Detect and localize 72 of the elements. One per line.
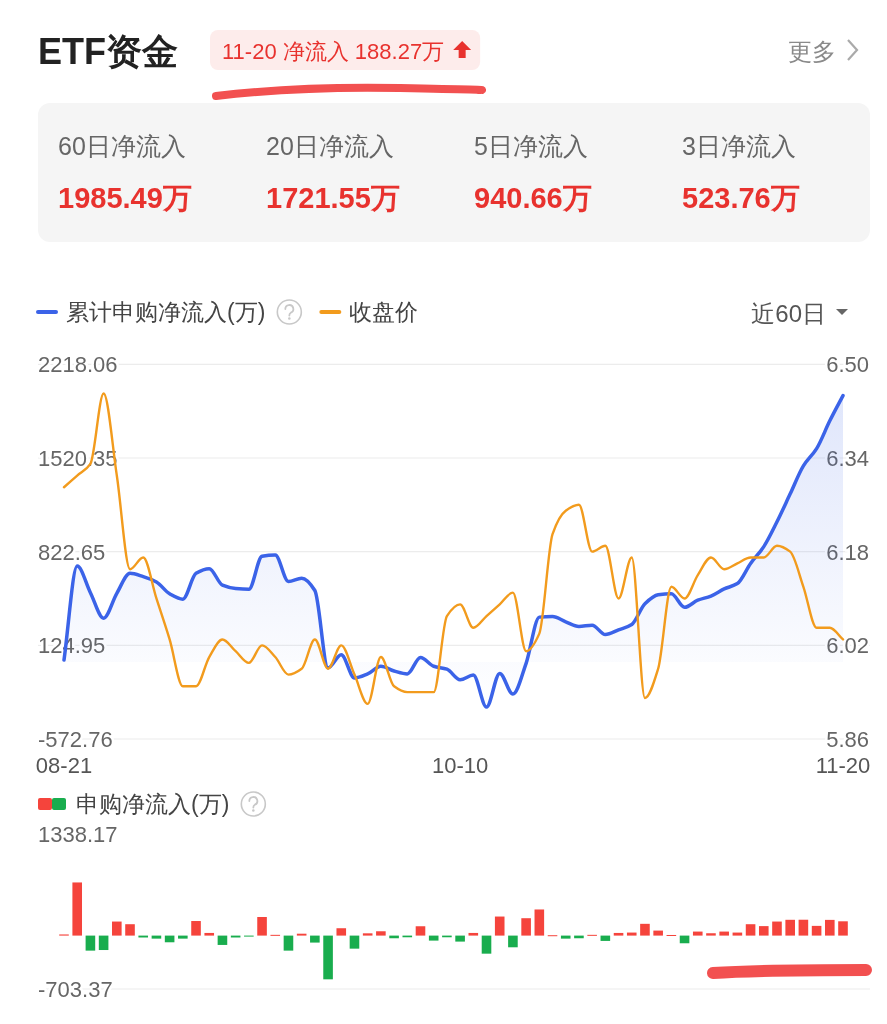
y-tick-label: 822.65 bbox=[38, 539, 106, 565]
bar bbox=[692, 931, 703, 936]
bar bbox=[613, 932, 624, 936]
bar bbox=[468, 932, 479, 936]
bar bbox=[653, 930, 663, 936]
y-tick-label: 1338.17 bbox=[38, 822, 118, 847]
bar bbox=[745, 924, 756, 936]
y2-tick-label: 5.86 bbox=[826, 727, 869, 752]
y2-tick-label: 6.34 bbox=[826, 445, 869, 471]
bar bbox=[798, 919, 809, 936]
legend-label: 累计申购净流入(万) bbox=[66, 299, 266, 325]
bar bbox=[481, 935, 492, 954]
bar bbox=[151, 935, 162, 939]
text: 11-20 净流入 188.27万 bbox=[222, 39, 445, 64]
bar bbox=[283, 935, 294, 951]
bar bbox=[415, 926, 426, 936]
bar bbox=[257, 917, 267, 936]
bar bbox=[640, 923, 650, 936]
bar bbox=[521, 918, 531, 936]
text: 523.76万 bbox=[682, 182, 800, 214]
bar bbox=[534, 909, 545, 936]
bar bbox=[428, 935, 439, 941]
bar bbox=[85, 935, 96, 951]
text: 1721.55万 bbox=[266, 182, 400, 214]
bar bbox=[758, 926, 769, 936]
x-tick-label: 10-10 bbox=[431, 753, 489, 778]
bar bbox=[125, 924, 135, 936]
bar bbox=[336, 928, 347, 936]
bar bbox=[719, 931, 729, 936]
bar bbox=[323, 935, 333, 980]
bar bbox=[217, 935, 228, 945]
x-tick-label: 08-21 bbox=[35, 753, 93, 778]
y-tick-label: -703.37 bbox=[38, 977, 113, 1002]
bar bbox=[560, 935, 571, 939]
bar bbox=[706, 933, 716, 936]
legend-label: 收盘价 bbox=[349, 299, 419, 325]
bar bbox=[811, 925, 822, 936]
text: 更多 bbox=[788, 38, 836, 65]
x-tick-label: 11-20 bbox=[815, 753, 871, 778]
text: 940.66万 bbox=[474, 182, 592, 214]
bar bbox=[112, 921, 122, 936]
bar bbox=[191, 921, 201, 936]
bar bbox=[376, 931, 386, 936]
text: 3日净流入 bbox=[682, 132, 796, 160]
bar bbox=[626, 932, 637, 936]
bar bbox=[72, 882, 82, 936]
text: 60日净流入 bbox=[58, 132, 186, 160]
text: 5日净流入 bbox=[474, 132, 588, 160]
bar bbox=[455, 935, 465, 942]
bar bbox=[310, 935, 320, 943]
y-tick-label: -572.76 bbox=[38, 727, 113, 752]
bar bbox=[508, 935, 518, 948]
bar bbox=[178, 935, 188, 939]
legend-label: 申购净流入(万) bbox=[76, 791, 230, 817]
y2-tick-label: 6.18 bbox=[826, 539, 869, 565]
bar bbox=[772, 921, 782, 936]
bar bbox=[494, 916, 505, 936]
bar bbox=[204, 932, 215, 936]
bar bbox=[785, 919, 795, 936]
bar bbox=[362, 933, 373, 936]
bar bbox=[98, 935, 109, 951]
text: 1985.49万 bbox=[58, 182, 192, 214]
text: 20日净流入 bbox=[266, 132, 394, 160]
bar bbox=[825, 919, 835, 936]
y2-tick-label: 6.50 bbox=[826, 352, 869, 378]
text: ETF资金 bbox=[38, 31, 178, 72]
bar bbox=[732, 932, 743, 936]
bar bbox=[838, 921, 848, 936]
y2-tick-label: 6.02 bbox=[826, 633, 869, 659]
bar bbox=[349, 935, 360, 949]
y-tick-label: 2218.06 bbox=[38, 352, 118, 378]
text: 近60日 bbox=[751, 300, 826, 327]
